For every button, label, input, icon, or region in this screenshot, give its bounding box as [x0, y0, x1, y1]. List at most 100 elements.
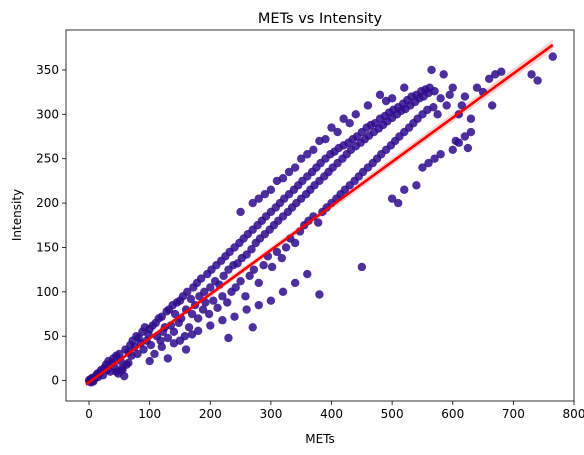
- x-axis-label: METs: [305, 432, 335, 446]
- data-point: [313, 218, 323, 227]
- data-point: [196, 274, 206, 283]
- data-point: [400, 83, 409, 92]
- data-point: [218, 316, 227, 325]
- x-tick-label: 500: [381, 407, 404, 421]
- y-tick-label: 150: [36, 240, 59, 254]
- x-tick-label: 0: [85, 407, 93, 421]
- data-point: [457, 101, 467, 110]
- data-point: [206, 321, 215, 330]
- data-point: [112, 367, 121, 376]
- data-point: [303, 269, 312, 279]
- data-point: [236, 276, 245, 286]
- data-point: [184, 323, 194, 332]
- data-point: [466, 127, 476, 137]
- data-point: [198, 305, 208, 314]
- data-point: [290, 163, 300, 172]
- data-point: [448, 83, 457, 92]
- data-point: [278, 287, 288, 297]
- data-point: [284, 167, 294, 177]
- data-point: [209, 296, 218, 305]
- data-point: [484, 74, 494, 84]
- data-point: [315, 136, 324, 146]
- data-point: [200, 287, 209, 297]
- data-point: [183, 287, 192, 297]
- data-point: [412, 181, 421, 190]
- data-point: [145, 356, 154, 366]
- data-point: [118, 363, 127, 373]
- data-point: [339, 114, 348, 123]
- data-point: [430, 154, 439, 163]
- data-point: [230, 312, 239, 321]
- data-point: [272, 247, 282, 257]
- data-point: [290, 278, 300, 288]
- data-point: [213, 303, 222, 313]
- data-point: [245, 271, 254, 281]
- data-point: [157, 312, 166, 321]
- data-point: [357, 262, 367, 272]
- data-point: [139, 345, 148, 354]
- data-point: [394, 198, 403, 208]
- data-point: [163, 333, 173, 343]
- data-point: [375, 90, 385, 99]
- data-point: [436, 94, 445, 103]
- data-point: [427, 65, 436, 75]
- data-point: [169, 339, 179, 348]
- data-point: [163, 354, 173, 363]
- data-point: [533, 76, 542, 85]
- data-point: [527, 70, 536, 79]
- data-point: [548, 52, 557, 61]
- data-point: [146, 340, 156, 350]
- data-point: [266, 296, 276, 305]
- y-tick-label: 300: [36, 107, 59, 121]
- data-point: [290, 238, 300, 248]
- data-point: [277, 253, 287, 263]
- data-point: [463, 143, 473, 153]
- y-tick-label: 350: [36, 63, 59, 77]
- data-point: [169, 327, 179, 336]
- regression-line: [85, 43, 554, 386]
- data-point: [219, 271, 228, 281]
- data-point: [206, 283, 215, 292]
- y-tick-label: 50: [44, 329, 59, 343]
- data-point: [327, 123, 336, 132]
- data-point: [254, 300, 263, 310]
- data-point: [248, 198, 257, 208]
- data-point: [315, 290, 324, 299]
- plot-frame: [65, 29, 575, 402]
- data-point: [309, 145, 318, 155]
- data-point: [454, 138, 464, 147]
- data-point: [418, 163, 427, 172]
- data-point: [363, 101, 373, 110]
- data-point: [254, 194, 263, 203]
- data-point: [181, 345, 191, 354]
- data-point: [115, 349, 124, 359]
- y-tick-label: 200: [36, 196, 59, 210]
- data-point: [466, 114, 476, 123]
- data-point: [400, 185, 409, 194]
- regression-line-layer: [85, 43, 554, 386]
- data-point: [430, 87, 439, 96]
- data-point: [266, 185, 276, 194]
- data-point: [433, 110, 442, 119]
- data-point: [278, 174, 288, 183]
- data-point: [241, 292, 250, 301]
- data-point: [193, 326, 203, 336]
- data-point: [242, 250, 251, 259]
- data-point: [303, 150, 312, 159]
- data-point: [120, 371, 129, 381]
- data-point: [297, 154, 306, 163]
- data-point: [249, 265, 259, 274]
- data-point: [259, 261, 268, 270]
- data-point: [424, 158, 433, 168]
- x-tick-label: 100: [138, 407, 161, 421]
- data-point: [387, 194, 397, 203]
- data-point: [460, 132, 470, 141]
- data-point: [218, 292, 227, 301]
- data-point: [448, 145, 457, 155]
- data-point: [387, 94, 397, 103]
- data-point: [150, 349, 159, 359]
- x-tick-label: 400: [320, 407, 343, 421]
- x-tick-label: 800: [563, 407, 584, 421]
- data-point: [242, 305, 251, 314]
